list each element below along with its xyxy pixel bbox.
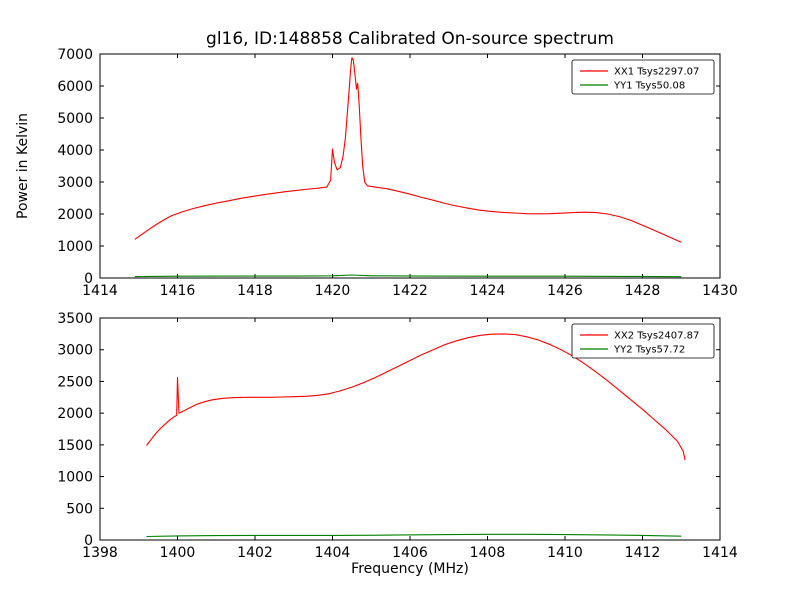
x-tick-label: 1402 bbox=[237, 545, 273, 561]
y-tick-label: 1000 bbox=[57, 470, 93, 486]
series-line-xx1 bbox=[134, 57, 682, 243]
x-tick-label: 1422 bbox=[392, 283, 428, 299]
y-tick-label: 5000 bbox=[57, 111, 93, 127]
y-tick-label: 2500 bbox=[57, 374, 93, 390]
x-tick-label: 1406 bbox=[392, 545, 428, 561]
x-tick-label: 1400 bbox=[160, 545, 196, 561]
x-tick-label: 1426 bbox=[547, 283, 583, 299]
x-axis-label: Frequency (MHz) bbox=[351, 561, 469, 577]
y-tick-label: 0 bbox=[84, 271, 93, 287]
x-tick-label: 1430 bbox=[702, 283, 738, 299]
y-tick-label: 0 bbox=[84, 533, 93, 549]
subplot: 1398 1400 1402 1404 1406 1408 1410 1412 1414 0 500… bbox=[57, 311, 738, 561]
y-tick-label: 1000 bbox=[57, 239, 93, 255]
legend-label: XX2 Tsys2407.87 bbox=[614, 331, 699, 342]
y-tick-label: 4000 bbox=[57, 143, 93, 159]
x-tick-label: 1410 bbox=[547, 545, 583, 561]
series-line-yy1 bbox=[134, 274, 682, 278]
y-tick-label: 1500 bbox=[57, 438, 93, 454]
plot-title: gl16, ID:148858 Calibrated On-source spe… bbox=[206, 29, 614, 49]
x-tick-label: 1414 bbox=[82, 283, 118, 299]
y-tick-label: 3500 bbox=[57, 311, 93, 327]
x-tick-label: 1416 bbox=[160, 283, 196, 299]
x-tick-label: 1414 bbox=[702, 545, 738, 561]
y-tick-label: 7000 bbox=[57, 47, 93, 63]
x-tick-label: 1398 bbox=[82, 545, 118, 561]
series-line-yy2 bbox=[146, 533, 682, 538]
legend-label: XX1 Tsys2297.07 bbox=[614, 67, 699, 78]
x-tick-label: 1412 bbox=[625, 545, 661, 561]
y-tick-label: 500 bbox=[66, 501, 93, 517]
subplot: 1414 1416 1418 1420 1422 1424 1426 1428 1430 0 100… bbox=[57, 47, 737, 299]
y-tick-label: 2000 bbox=[57, 207, 93, 223]
y-tick-label: 2000 bbox=[57, 406, 93, 422]
legend-label: YY2 Tsys57.72 bbox=[613, 345, 685, 356]
y-tick-label: 3000 bbox=[57, 343, 93, 359]
x-tick-label: 1418 bbox=[237, 283, 273, 299]
legend-label: YY1 Tsys50.08 bbox=[613, 81, 685, 92]
x-tick-label: 1408 bbox=[470, 545, 506, 561]
x-tick-label: 1404 bbox=[315, 545, 351, 561]
series-line-xx2 bbox=[146, 333, 686, 461]
x-tick-label: 1428 bbox=[625, 283, 661, 299]
y-tick-label: 3000 bbox=[57, 175, 93, 191]
x-tick-label: 1424 bbox=[470, 283, 506, 299]
y-tick-label: 6000 bbox=[57, 79, 93, 95]
x-tick-label: 1420 bbox=[315, 283, 351, 299]
